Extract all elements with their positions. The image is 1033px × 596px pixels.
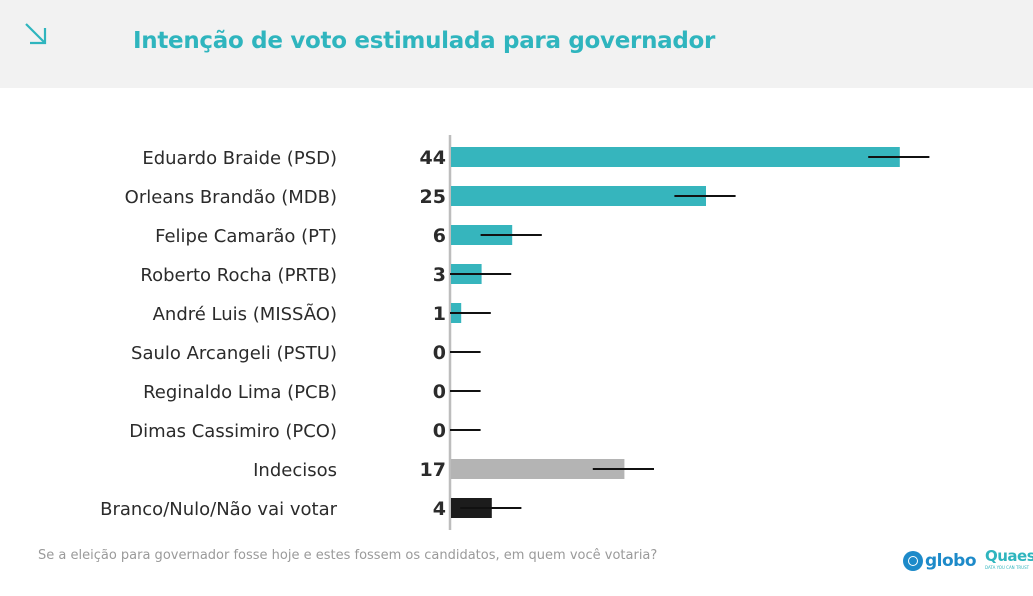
value-label: 0 (433, 420, 446, 442)
category-label: Felipe Camarão (PT) (155, 226, 337, 247)
value-label: 4 (433, 498, 446, 520)
value-label: 3 (433, 264, 446, 286)
value-label: 0 (433, 342, 446, 364)
value-label: 44 (420, 147, 446, 169)
bar-chart: Eduardo Braide (PSD) 44 Orleans Brandão (M… (100, 135, 930, 530)
category-label: André Luis (MISSÃO) (153, 303, 337, 325)
category-label: Indecisos (253, 460, 337, 481)
category-label: Saulo Arcangeli (PSTU) (131, 343, 337, 364)
value-label: 25 (420, 186, 446, 208)
value-label: 17 (420, 459, 446, 481)
category-label: Reginaldo Lima (PCB) (143, 382, 337, 403)
arrow-down-right-icon (25, 23, 47, 45)
category-label: Branco/Nulo/Não vai votar (100, 499, 338, 520)
category-label: Roberto Rocha (PRTB) (140, 265, 337, 286)
category-label: Orleans Brandão (MDB) (125, 187, 337, 208)
bar (451, 459, 625, 479)
page-title: Intenção de voto estimulada para governa… (133, 28, 716, 54)
quaest-logo: Quaest DATA YOU CAN TRUST (985, 548, 1033, 570)
category-label: Eduardo Braide (PSD) (142, 148, 337, 169)
globo-logo: globo (903, 549, 977, 573)
globo-icon (903, 551, 923, 571)
bar (451, 186, 706, 206)
category-label: Dimas Cassimiro (PCO) (129, 421, 337, 442)
footnote: Se a eleição para governador fosse hoje … (38, 548, 658, 563)
value-label: 6 (433, 225, 446, 247)
header-bar: Intenção de voto estimulada para governa… (0, 0, 1033, 88)
value-label: 0 (433, 381, 446, 403)
value-label: 1 (433, 303, 446, 325)
bar (451, 147, 900, 167)
